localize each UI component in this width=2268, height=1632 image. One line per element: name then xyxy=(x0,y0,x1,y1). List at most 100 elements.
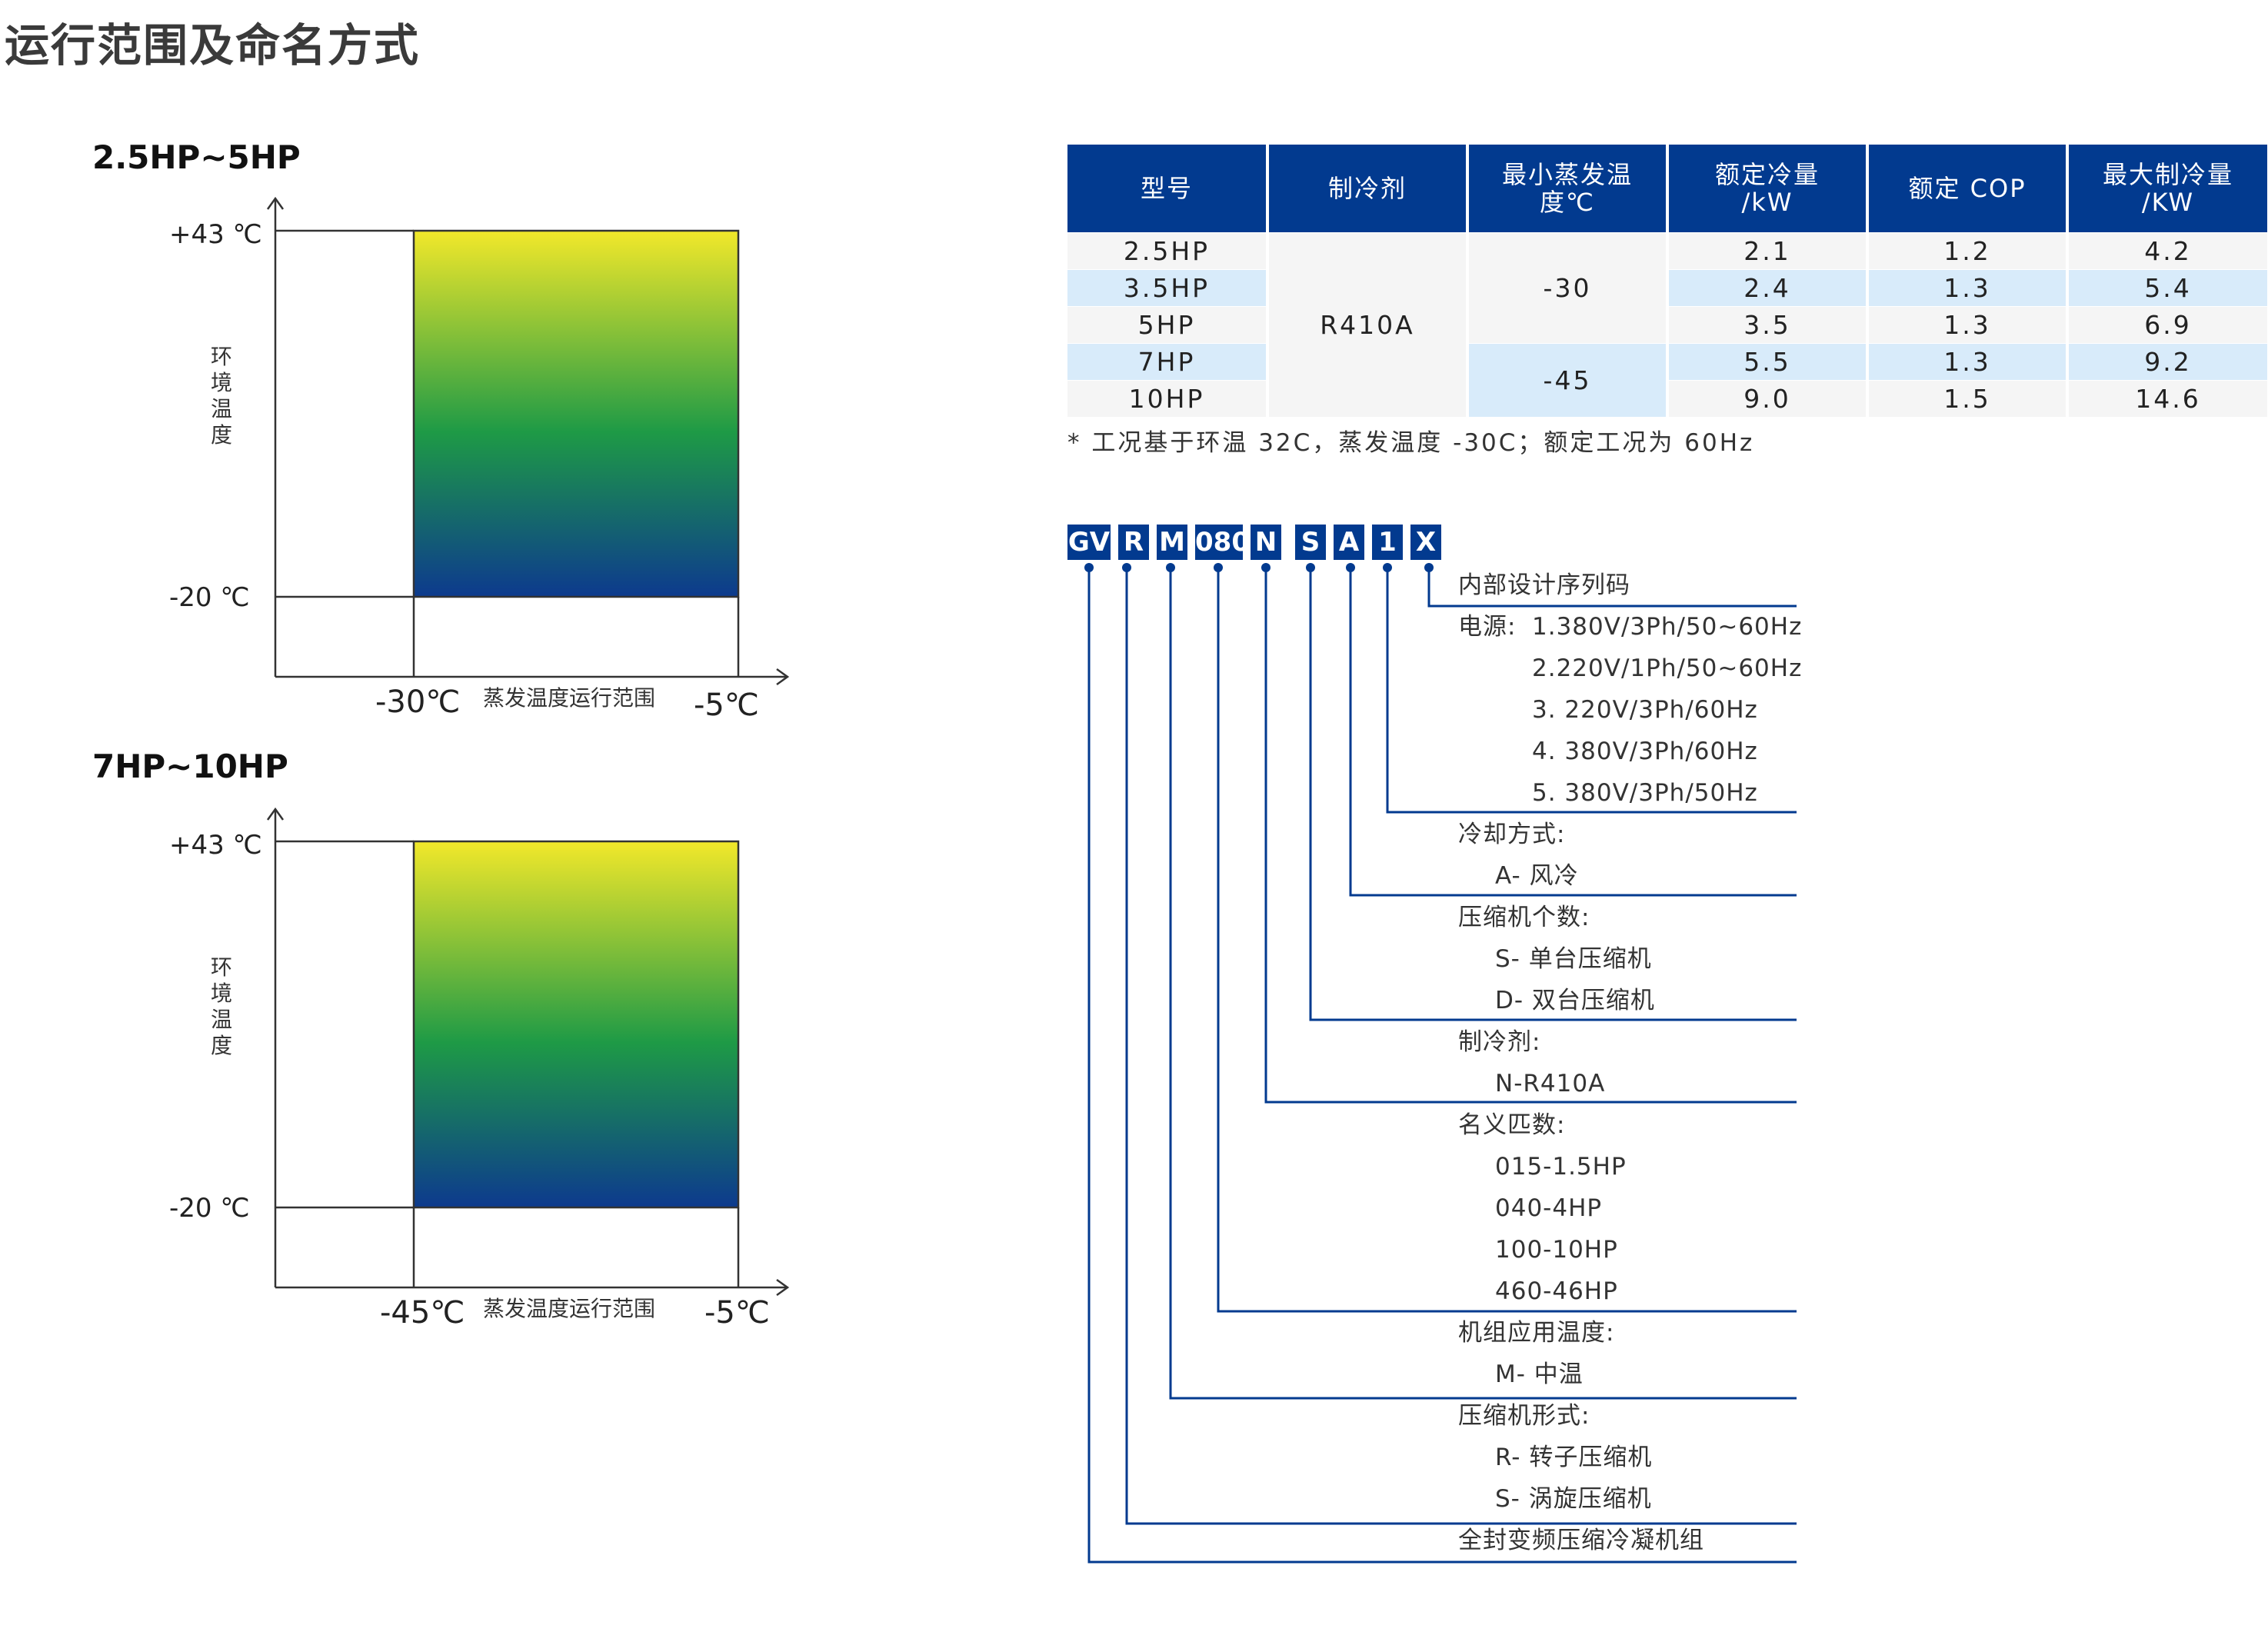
naming-comp-count-title: 压缩机个数: xyxy=(1458,904,1590,931)
code-segment-gv: GV xyxy=(1067,525,1111,560)
code-segment-n: N xyxy=(1251,525,1281,560)
rated-cop-cell: 1.5 xyxy=(1866,380,2067,417)
connector-a xyxy=(1349,568,1797,897)
dot-x xyxy=(1424,563,1434,572)
naming-hp-title: 名义匹数: xyxy=(1458,1111,1566,1139)
connector-x xyxy=(1427,568,1797,608)
naming-comp-s: S- 单台压缩机 xyxy=(1495,945,1652,973)
naming-form-r: R- 转子压缩机 xyxy=(1495,1444,1653,1471)
naming-power-title: 电源: xyxy=(1458,613,1517,641)
dot-080 xyxy=(1214,563,1223,572)
naming-cool-a: A- 风冷 xyxy=(1495,862,1579,890)
chart-2-title: 7HP~10HP xyxy=(92,748,288,785)
max-cooling-cell: 4.2 xyxy=(2066,232,2267,270)
connector-1 xyxy=(1386,568,1797,814)
y-axis-label-3: 温 xyxy=(211,396,232,421)
dot-a xyxy=(1346,563,1355,572)
code-segment-080: 080 xyxy=(1195,525,1250,560)
table-header-row: 型号 制冷剂 最小蒸发温 度℃ 额定冷量 /kW 额定 COP 最大制冷量 /K… xyxy=(1067,145,2267,233)
refrigerant-cell: R410A xyxy=(1266,232,1467,417)
naming-form-title: 压缩机形式: xyxy=(1458,1402,1590,1430)
chart-1-title: 2.5HP~5HP xyxy=(92,138,301,176)
rated-cooling-cell: 3.5 xyxy=(1666,306,1867,344)
model-cell: 10HP xyxy=(1067,380,1267,417)
naming-seq: 内部设计序列码 xyxy=(1458,571,1630,599)
connector-s xyxy=(1309,568,1797,1021)
header-model: 型号 xyxy=(1067,145,1267,233)
x-axis-arrow xyxy=(776,668,790,686)
naming-hp-040: 040-4HP xyxy=(1495,1194,1603,1222)
x-right-label: -5℃ xyxy=(694,688,759,723)
connector-r xyxy=(1125,568,1797,1525)
spec-table: 型号 制冷剂 最小蒸发温 度℃ 额定冷量 /kW 额定 COP 最大制冷量 /K… xyxy=(1067,145,2267,417)
naming-power-1: 1.380V/3Ph/50~60Hz xyxy=(1532,613,1803,641)
y-axis-label-1: 环 xyxy=(211,344,232,369)
y-bottom-label: -20 ℃ xyxy=(169,582,250,613)
header-rated-cooling: 额定冷量 /kW xyxy=(1666,145,1867,233)
rated-cop-cell: 1.3 xyxy=(1866,269,2067,307)
rated-cooling-cell: 2.1 xyxy=(1666,232,1867,270)
x-caption: 蒸发温度运行范围 xyxy=(483,1296,655,1321)
naming-temp-title: 机组应用温度: xyxy=(1458,1319,1615,1347)
dot-n xyxy=(1261,563,1271,572)
x-left-label: -30℃ xyxy=(375,684,460,720)
header-rated-cop: 额定 COP xyxy=(1866,145,2067,233)
max-cooling-cell: 14.6 xyxy=(2066,380,2267,417)
operating-range-chart-1: +43 ℃ -20 ℃ 环 境 温 度 -30℃ 蒸发温度运行范围 -5℃ xyxy=(169,196,790,723)
operating-range-area xyxy=(412,229,740,598)
connector-m xyxy=(1169,568,1797,1400)
y-axis-label-4: 度 xyxy=(211,422,232,448)
x-axis-arrow xyxy=(776,1278,790,1297)
rated-cooling-cell: 9.0 xyxy=(1666,380,1867,417)
code-segment-m: M xyxy=(1157,525,1187,560)
table-row: 3.5HP 2.4 1.3 5.4 xyxy=(1067,269,2267,307)
dot-gv xyxy=(1084,563,1094,572)
naming-temp-m: M- 中温 xyxy=(1495,1361,1584,1388)
y-axis-label-2: 境 xyxy=(211,370,232,395)
naming-form-s: S- 涡旋压缩机 xyxy=(1495,1485,1652,1513)
model-cell: 5HP xyxy=(1067,306,1267,344)
code-segment-x: X xyxy=(1410,525,1441,560)
naming-hp-015: 015-1.5HP xyxy=(1495,1153,1627,1181)
operating-range-area xyxy=(412,840,740,1209)
header-refrigerant: 制冷剂 xyxy=(1266,145,1467,233)
model-cell: 2.5HP xyxy=(1067,232,1267,270)
operating-range-chart-2: +43 ℃ -20 ℃ 环 境 温 度 -45℃ 蒸发温度运行范围 -5℃ xyxy=(169,807,790,1331)
x-caption: 蒸发温度运行范围 xyxy=(483,685,655,711)
naming-refr-n: N-R410A xyxy=(1495,1070,1606,1097)
naming-power-3: 3. 220V/3Ph/60Hz xyxy=(1532,696,1758,724)
naming-power-4: 4. 380V/3Ph/60Hz xyxy=(1532,738,1758,765)
naming-power-2: 2.220V/1Ph/50~60Hz xyxy=(1532,654,1803,682)
code-segment-r: R xyxy=(1118,525,1149,560)
connector-080 xyxy=(1217,568,1797,1313)
code-segment-s: S xyxy=(1295,525,1326,560)
y-axis-label-2: 境 xyxy=(211,981,232,1006)
naming-hp-460: 460-46HP xyxy=(1495,1277,1618,1305)
connector-n xyxy=(1264,568,1797,1104)
max-cooling-cell: 6.9 xyxy=(2066,306,2267,344)
rated-cop-cell: 1.2 xyxy=(1866,232,2067,270)
naming-refr-title: 制冷剂: xyxy=(1458,1028,1541,1056)
model-cell: 3.5HP xyxy=(1067,269,1267,307)
page-title: 运行范围及命名方式 xyxy=(5,19,421,72)
naming-hp-100: 100-10HP xyxy=(1495,1236,1618,1264)
naming-power-5: 5. 380V/3Ph/50Hz xyxy=(1532,779,1758,807)
model-cell: 7HP xyxy=(1067,343,1267,381)
naming-comp-d: D- 双台压缩机 xyxy=(1495,987,1655,1014)
x-right-label: -5℃ xyxy=(704,1295,770,1331)
table-row: 10HP 9.0 1.5 14.6 xyxy=(1067,380,2267,417)
y-axis-arrow xyxy=(266,807,285,821)
y-bottom-label: -20 ℃ xyxy=(169,1193,250,1224)
y-axis-label-4: 度 xyxy=(211,1033,232,1058)
y-top-label: +43 ℃ xyxy=(169,830,262,861)
dot-s xyxy=(1306,563,1315,572)
naming-cool-title: 冷却方式: xyxy=(1458,821,1566,848)
dot-m xyxy=(1166,563,1175,572)
table-note: * 工况基于环温 32C，蒸发温度 -30C；额定工况为 60Hz xyxy=(1067,429,1755,457)
y-axis-label-1: 环 xyxy=(211,954,232,980)
rated-cop-cell: 1.3 xyxy=(1866,343,2067,381)
naming-family: 全封变频压缩冷凝机组 xyxy=(1458,1527,1704,1554)
dot-r xyxy=(1122,563,1131,572)
y-top-label: +43 ℃ xyxy=(169,219,262,250)
